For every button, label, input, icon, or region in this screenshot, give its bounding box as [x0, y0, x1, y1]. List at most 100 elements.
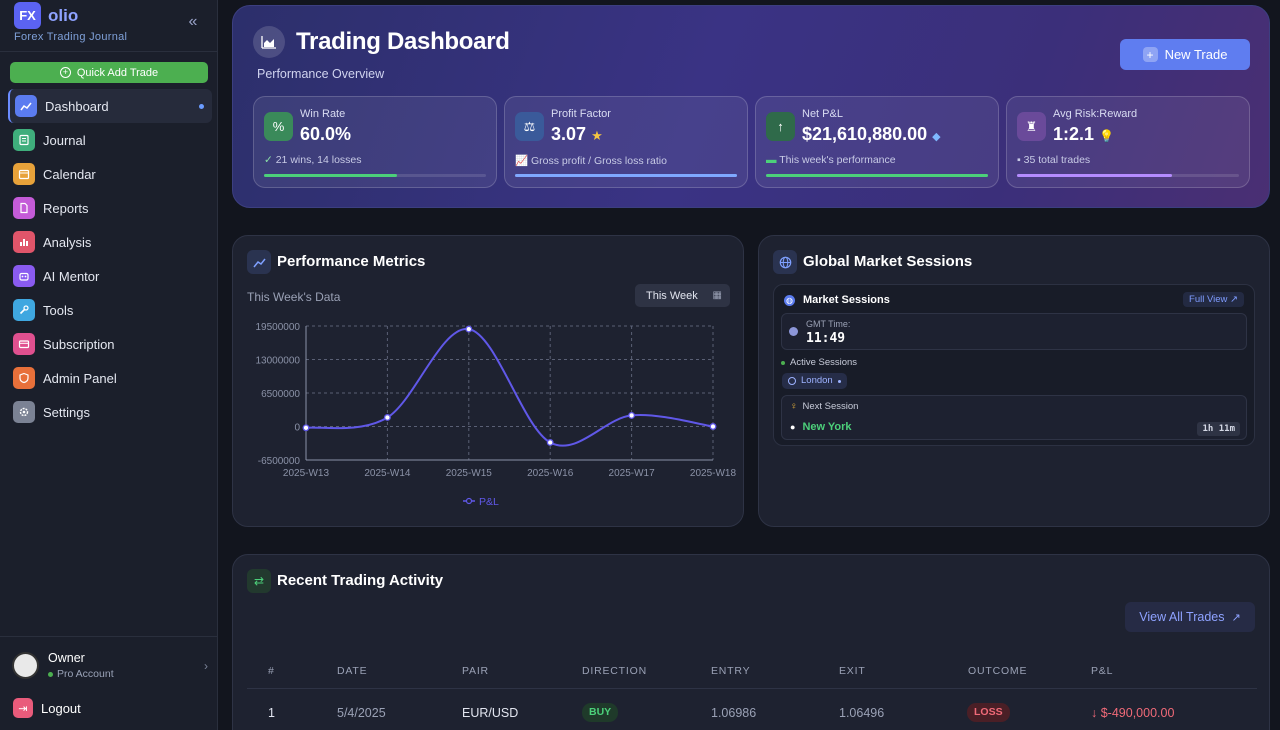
full-view-link[interactable]: Full View ↗	[1183, 292, 1244, 307]
stat-value-text: $21,610,880.00	[802, 124, 928, 144]
sidebar-item-label: Subscription	[43, 336, 115, 352]
sidebar-nav: Dashboard Journal Calendar Reports An	[8, 89, 212, 429]
logout-icon: ⇥	[13, 698, 33, 718]
briefcase-icon: ▪	[1017, 154, 1024, 166]
sidebar-item-settings[interactable]: Settings	[8, 395, 212, 429]
avatar	[12, 652, 39, 679]
user-role: Pro Account	[48, 668, 114, 680]
pnl-line-chart: 19500000 13000000 6500000 0 -65000002025-W13…	[256, 322, 737, 508]
chess-icon: ♜	[1017, 112, 1046, 141]
outcome-badge: LOSS	[967, 703, 1010, 722]
stat-note-text: This week's performance	[779, 154, 896, 166]
series-line	[305, 328, 714, 447]
data-point	[546, 439, 554, 446]
robot-icon	[13, 265, 35, 287]
progress-fill	[264, 174, 398, 177]
cell-entry: 1.06986	[711, 706, 757, 720]
sidebar-item-admin-panel[interactable]: Admin Panel	[8, 361, 212, 395]
new-trade-button[interactable]: + New Trade	[1120, 39, 1250, 70]
gmt-time: 11:49	[806, 331, 846, 346]
column-header[interactable]: PAIR	[462, 665, 489, 677]
column-header[interactable]: OUTCOME	[968, 665, 1028, 677]
direction-badge: BUY	[582, 703, 619, 722]
new-trade-label: New Trade	[1164, 47, 1228, 62]
x-tick-label: 2025-W15	[446, 468, 493, 479]
view-all-trades-button[interactable]: View All Trades ↗	[1125, 602, 1255, 632]
progress-track	[1017, 174, 1239, 177]
user-profile[interactable]: Owner Pro Account ›	[12, 651, 208, 680]
stat-value-text: 3.07	[551, 124, 587, 144]
clock-icon	[789, 327, 798, 336]
user-role-label: Pro Account	[57, 668, 114, 680]
cell-pair: EUR/USD	[462, 706, 519, 720]
sidebar-item-label: Calendar	[43, 166, 96, 182]
sidebar-item-journal[interactable]: Journal	[8, 123, 212, 157]
full-view-label: Full View	[1189, 294, 1228, 305]
check-icon: ✓	[264, 154, 276, 166]
sidebar-item-reports[interactable]: Reports	[8, 191, 212, 225]
card-title: Performance Metrics	[277, 253, 426, 270]
cell-exit: 1.06496	[839, 706, 885, 720]
column-header[interactable]: P&L	[1091, 665, 1114, 677]
map-pin-icon: ●	[790, 422, 796, 432]
legend-label: P&L	[479, 496, 499, 508]
book-icon	[13, 129, 35, 151]
stat-value: 60.0%	[300, 124, 352, 144]
sidebar-item-analysis[interactable]: Analysis	[8, 225, 212, 259]
column-header[interactable]: ENTRY	[711, 665, 751, 677]
stat-note-text: 21 wins, 14 losses	[275, 154, 362, 166]
y-tick-label: -6500000	[258, 456, 301, 467]
stat-label: Profit Factor	[551, 108, 611, 120]
column-header[interactable]: DATE	[337, 665, 368, 677]
user-name: Owner	[48, 651, 85, 665]
cell-date: 5/4/2025	[337, 706, 386, 720]
column-header[interactable]: EXIT	[839, 665, 866, 677]
sidebar-item-ai-mentor[interactable]: AI Mentor	[8, 259, 212, 293]
session-badge-label: London	[801, 375, 833, 386]
sidebar-item-label: AI Mentor	[43, 268, 100, 284]
clock-icon	[788, 377, 796, 385]
sidebar-item-label: Tools	[43, 302, 74, 318]
brand-name: olio	[48, 5, 79, 25]
next-session-text: Next Session	[802, 401, 859, 412]
y-tick-label: 13000000	[256, 356, 301, 367]
quick-add-trade-button[interactable]: + Quick Add Trade	[10, 62, 208, 83]
sidebar-item-tools[interactable]: Tools	[8, 293, 212, 327]
divider	[0, 636, 218, 637]
report-icon	[13, 197, 35, 219]
brand[interactable]: FX olio	[14, 2, 78, 29]
scale-icon: ⚖	[515, 112, 544, 141]
status-dot	[837, 379, 841, 383]
card-title: Recent Trading Activity	[277, 572, 444, 589]
area-chart-icon	[253, 26, 285, 58]
stat-value: 3.07 ★	[551, 124, 603, 145]
period-select[interactable]: This Week ▦	[635, 284, 730, 307]
sidebar-item-dashboard[interactable]: Dashboard	[8, 89, 212, 123]
external-link-icon: ↗	[1230, 294, 1238, 305]
arrow-down-icon: ↓	[1091, 706, 1101, 720]
stat-note: ▬ This week's performance	[766, 154, 896, 166]
cell-num: 1	[268, 706, 275, 720]
divider	[0, 51, 218, 52]
chevrons-left-icon[interactable]: «	[188, 13, 198, 30]
gmt-time-box: GMT Time: 11:49	[781, 313, 1247, 350]
next-session-label: ♀ Next Session	[790, 401, 858, 412]
globe-icon: ◍	[784, 294, 795, 306]
progress-track	[264, 174, 486, 177]
chart-subtitle: This Week's Data	[247, 290, 341, 304]
data-point	[302, 424, 310, 432]
logout-button[interactable]: ⇥ Logout	[13, 698, 81, 718]
stat-value: 1:2.1 💡	[1053, 124, 1114, 145]
stat-note: ▪ 35 total trades	[1017, 154, 1090, 166]
gmt-label: GMT Time:	[806, 319, 851, 329]
column-header[interactable]: DIRECTION	[582, 665, 647, 677]
trend-up-icon	[15, 95, 37, 117]
x-tick-label: 2025-W18	[690, 468, 737, 479]
panel-title: Market Sessions	[803, 294, 890, 306]
x-tick-label: 2025-W14	[364, 468, 411, 479]
stat-label: Net P&L	[802, 108, 843, 120]
stat-value-text: 1:2.1	[1053, 124, 1095, 144]
wrench-icon	[13, 299, 35, 321]
sidebar-item-subscription[interactable]: Subscription	[8, 327, 212, 361]
sidebar-item-calendar[interactable]: Calendar	[8, 157, 212, 191]
